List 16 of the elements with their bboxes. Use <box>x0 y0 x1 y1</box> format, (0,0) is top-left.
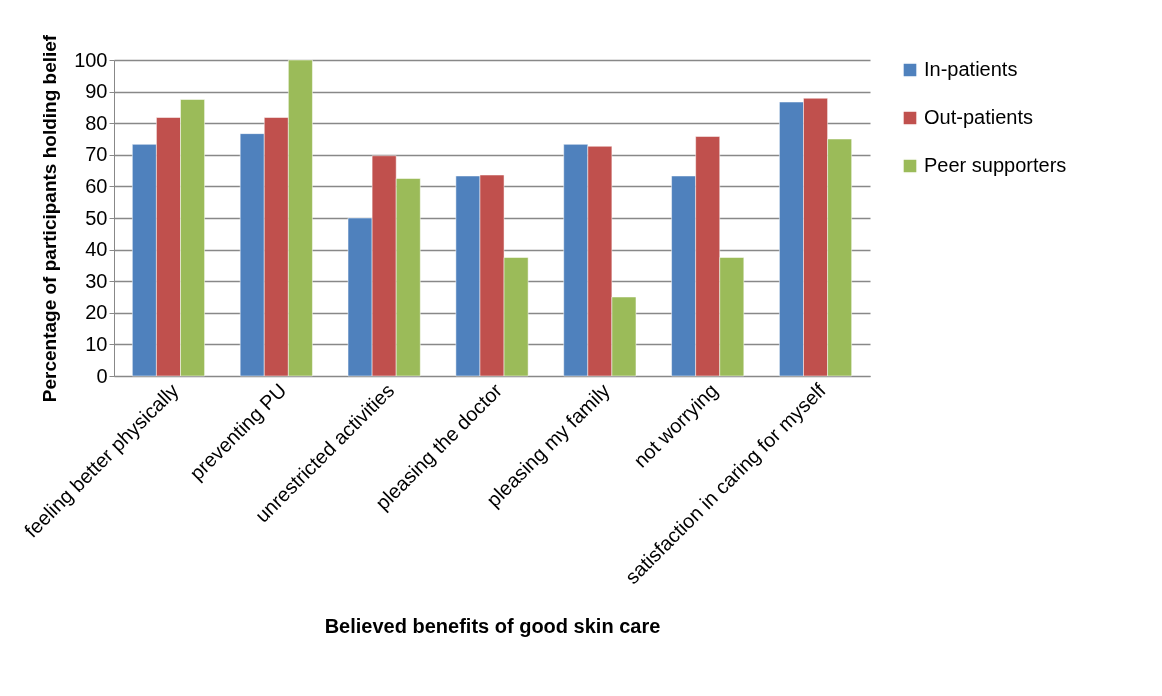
y-tick-label: 60 <box>85 174 108 197</box>
y-tick-label: 20 <box>85 301 108 324</box>
y-tick-label: 40 <box>85 238 108 261</box>
legend-label: Out-patients <box>924 106 1033 128</box>
y-axis-title: Percentage of participants holding belief <box>39 34 61 403</box>
y-tick-label: 100 <box>74 48 108 71</box>
legend-label: In-patients <box>924 58 1018 80</box>
y-tick-label: 70 <box>85 143 108 166</box>
y-tick-label: 50 <box>85 206 108 229</box>
legend-label: Peer supporters <box>924 154 1067 176</box>
y-tick-label: 90 <box>85 80 108 103</box>
x-axis-title: Believed benefits of good skin care <box>324 614 661 637</box>
y-tick-label: 0 <box>96 364 108 387</box>
y-tick-label: 10 <box>85 332 108 355</box>
y-tick-label: 30 <box>85 269 108 292</box>
y-tick-label: 80 <box>85 111 108 134</box>
